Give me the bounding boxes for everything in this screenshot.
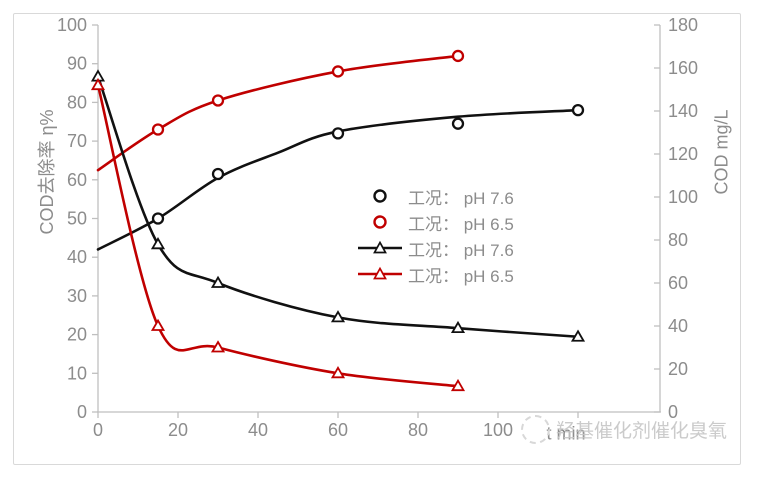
legend-line-triangle-marker-icon [358, 240, 402, 254]
legend-item-label: 工况： pH 7.6 [408, 188, 514, 208]
legend-item-removal-ph65: 工况： pH 6.5 [357, 209, 514, 235]
svg-text:80: 80 [408, 420, 428, 440]
svg-text:80: 80 [668, 230, 688, 250]
svg-text:140: 140 [668, 101, 698, 121]
svg-text:100: 100 [57, 15, 87, 35]
svg-text:180: 180 [668, 15, 698, 35]
legend-item-cod-ph76: 工况： pH 7.6 [357, 235, 514, 261]
svg-text:30: 30 [67, 286, 87, 306]
svg-text:10: 10 [67, 363, 87, 383]
legend-item-label: 工况： pH 7.6 [408, 240, 514, 260]
svg-text:120: 120 [668, 144, 698, 164]
svg-text:0: 0 [93, 420, 103, 440]
legend-line-triangle-marker-icon [358, 266, 402, 280]
svg-text:160: 160 [668, 58, 698, 78]
right-axis-title: COD mg/L [711, 109, 732, 195]
legend-circle-marker-icon [373, 215, 387, 229]
svg-text:0: 0 [668, 402, 678, 422]
watermark-logo-icon [521, 415, 550, 444]
svg-text:40: 40 [668, 316, 688, 336]
left-axis-title: COD去除率 η% [37, 109, 57, 235]
x-axis-title: t min [546, 423, 586, 444]
legend-item-cod-ph65: 工况： pH 6.5 [357, 261, 514, 287]
svg-text:40: 40 [248, 420, 268, 440]
chart-legend: 工况： pH 7.6 工况： pH 6.5 工况： pH 7.6 工况： pH … [357, 183, 514, 287]
chart-frame [13, 13, 741, 465]
svg-text:20: 20 [67, 325, 87, 345]
svg-text:40: 40 [67, 247, 87, 267]
svg-text:0: 0 [77, 402, 87, 422]
svg-text:50: 50 [67, 209, 87, 229]
legend-circle-marker-icon [373, 189, 387, 203]
watermark: 羟基催化剂催化臭氧 [521, 415, 727, 444]
svg-text:60: 60 [67, 170, 87, 190]
watermark-text: 羟基催化剂催化臭氧 [556, 421, 728, 442]
svg-text:60: 60 [668, 273, 688, 293]
svg-text:20: 20 [168, 420, 188, 440]
legend-item-label: 工况： pH 6.5 [408, 266, 514, 286]
legend-item-removal-ph76: 工况： pH 7.6 [357, 183, 514, 209]
svg-text:60: 60 [328, 420, 348, 440]
svg-text:100: 100 [483, 420, 513, 440]
svg-text:20: 20 [668, 359, 688, 379]
legend-item-label: 工况： pH 6.5 [408, 214, 514, 234]
svg-text:70: 70 [67, 131, 87, 151]
svg-text:80: 80 [67, 92, 87, 112]
svg-text:100: 100 [668, 187, 698, 207]
svg-text:90: 90 [67, 54, 87, 74]
